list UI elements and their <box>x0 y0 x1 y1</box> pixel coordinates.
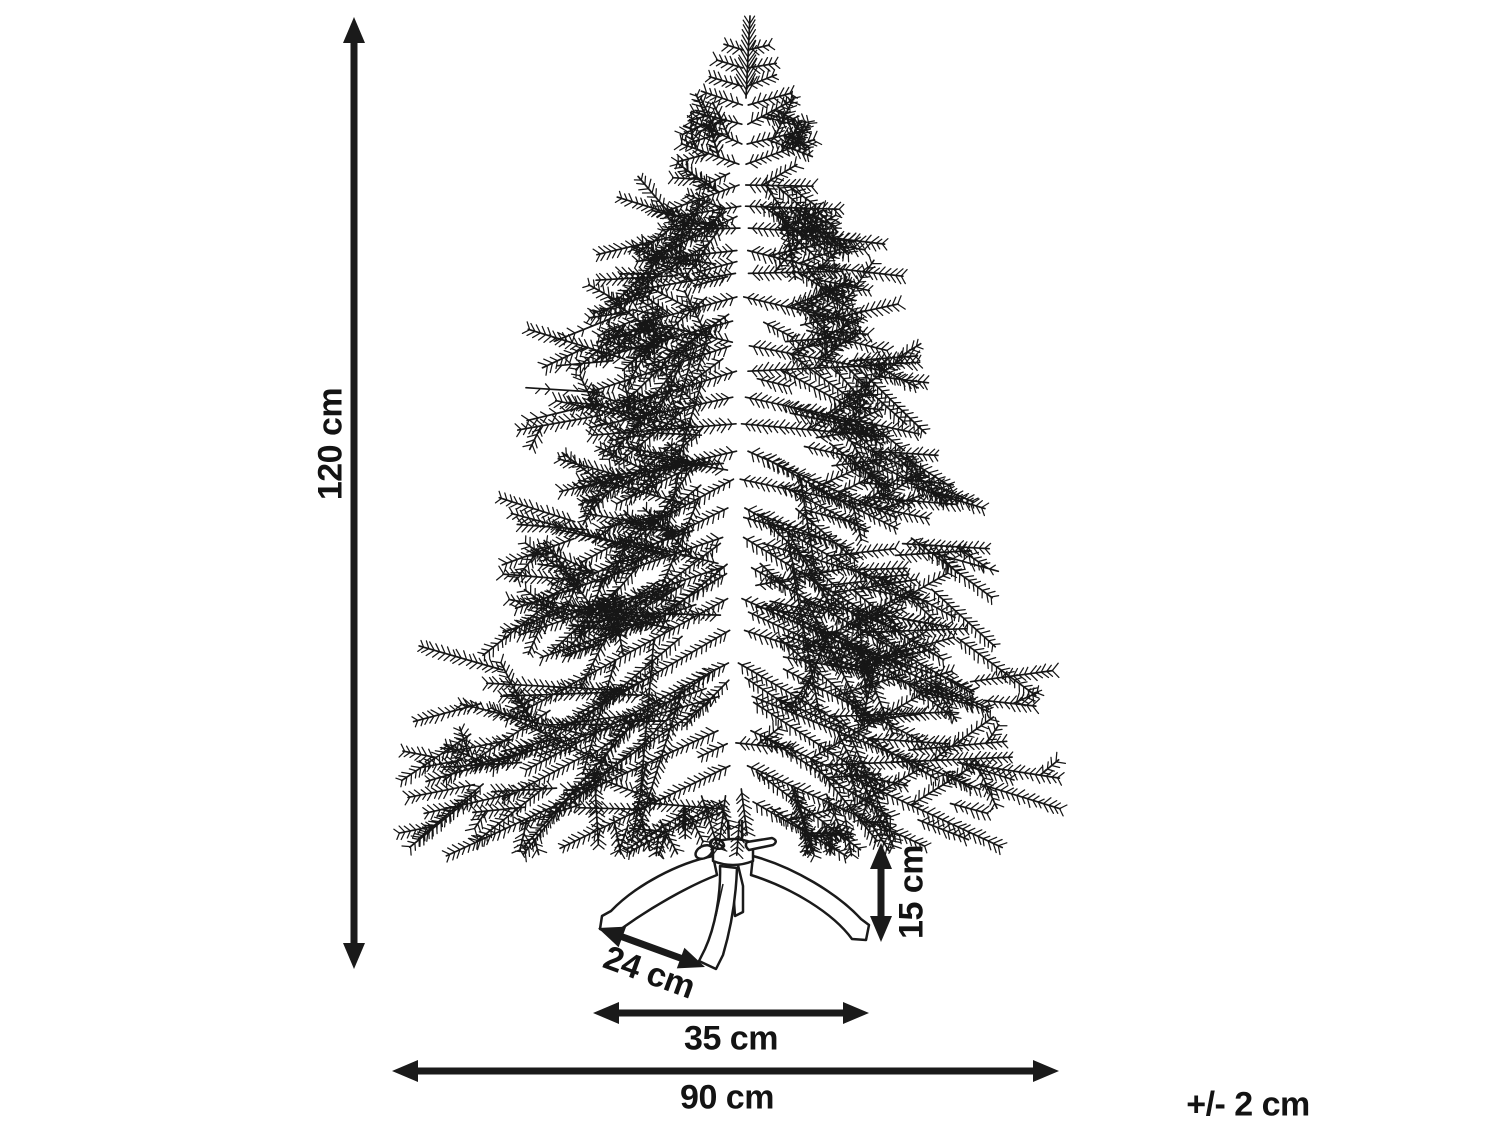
width-label: 90 cm <box>680 1078 774 1117</box>
tree-illustration <box>393 15 1068 864</box>
width-dimension-arrow <box>392 1060 1059 1082</box>
dimension-arrows <box>343 17 1059 1082</box>
stand-width-label: 35 cm <box>684 1019 778 1058</box>
stand-height-dimension-arrow <box>870 843 892 942</box>
height-label: 120 cm <box>311 387 350 501</box>
height-dimension-arrow <box>343 17 365 969</box>
stand-height-label: 15 cm <box>892 845 931 939</box>
tree-stand-illustration <box>598 819 871 971</box>
stand-front-leg-slot <box>715 883 724 917</box>
stand-pin-handle <box>744 836 777 852</box>
stand-leg-dimension-arrow <box>598 926 705 969</box>
tolerance-label: +/- 2 cm <box>1186 1085 1310 1124</box>
stand-left-leg <box>598 854 719 937</box>
stand-width-dimension-arrow <box>593 1002 869 1024</box>
stand-front-leg <box>697 864 739 971</box>
stand-right-leg <box>749 854 871 942</box>
